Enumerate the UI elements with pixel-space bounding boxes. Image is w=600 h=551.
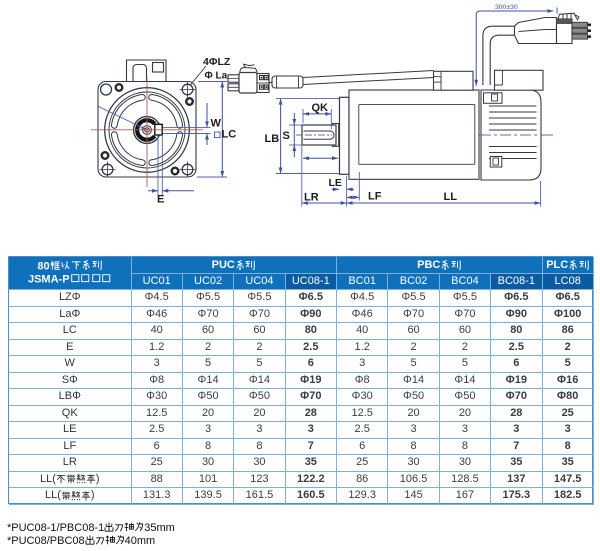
svg-text:E: E	[157, 194, 164, 206]
svg-text:LE: LE	[329, 177, 342, 189]
svg-text:LF: LF	[368, 191, 382, 203]
svg-text:Φ La: Φ La	[205, 71, 228, 82]
svg-text:QK: QK	[312, 102, 329, 114]
svg-text:W: W	[211, 118, 222, 130]
svg-text:300±30: 300±30	[495, 4, 518, 11]
svg-text:LR: LR	[304, 192, 319, 204]
svg-text:LL: LL	[444, 191, 458, 203]
svg-text:LC: LC	[222, 129, 237, 141]
svg-text:S: S	[283, 130, 290, 142]
svg-text:4ΦLZ: 4ΦLZ	[203, 56, 231, 68]
svg-text:LB: LB	[265, 133, 280, 145]
